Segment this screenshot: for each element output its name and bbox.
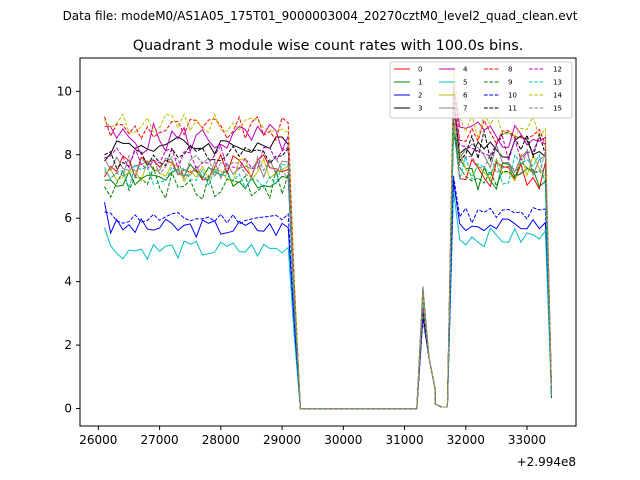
axes-frame: [79, 57, 577, 427]
legend-label-9: 9: [508, 79, 512, 87]
legend-label-7: 7: [463, 105, 467, 113]
x-tick-label: 27000: [141, 433, 179, 447]
legend-label-10: 10: [508, 92, 517, 100]
y-tick-label: 0: [64, 402, 72, 416]
x-tick-label: 26000: [79, 433, 117, 447]
legend-label-12: 12: [553, 66, 562, 74]
chart-suptitle: Data file: modeM0/AS1A05_175T01_90000030…: [63, 9, 578, 23]
series-line-15: [104, 110, 552, 410]
x-tick-label: 31000: [385, 433, 423, 447]
y-tick-label: 6: [64, 211, 72, 225]
legend-label-0: 0: [418, 66, 422, 74]
series-line-7: [104, 105, 552, 410]
series-line-13: [104, 128, 552, 410]
series-line-2: [104, 181, 552, 410]
x-tick-label: 29000: [263, 433, 301, 447]
x-tick-label: 28000: [202, 433, 240, 447]
y-tick-label: 4: [64, 275, 72, 289]
legend-label-4: 4: [463, 66, 468, 74]
plot-area: [104, 69, 552, 410]
legend-box: [389, 61, 573, 119]
series-line-10: [104, 175, 552, 410]
axis-ticks: 26000 27000 28000 29000 30000 31000 32000 33000…: [57, 84, 546, 447]
series-line-9: [104, 132, 552, 410]
x-tick-label: 30000: [324, 433, 362, 447]
y-tick-label: 8: [64, 148, 72, 162]
legend-label-3: 3: [418, 105, 422, 113]
series-line-3: [104, 107, 552, 410]
series-line-12: [104, 100, 552, 410]
legend-label-6: 6: [463, 92, 468, 100]
legend-label-8: 8: [508, 66, 512, 74]
chart-title: Quadrant 3 module wise count rates with …: [133, 38, 524, 54]
series-line-11: [104, 92, 552, 410]
legend-label-14: 14: [553, 92, 562, 100]
legend-label-13: 13: [553, 79, 562, 87]
x-offset-label: +2.994e8: [517, 455, 576, 469]
y-tick-label: 10: [57, 84, 72, 98]
legend-label-11: 11: [508, 105, 517, 113]
x-tick-label: 32000: [447, 433, 485, 447]
x-tick-label: 33000: [508, 433, 546, 447]
legend-label-2: 2: [418, 92, 422, 100]
legend-label-15: 15: [553, 105, 562, 113]
y-tick-label: 2: [64, 338, 72, 352]
legend-label-1: 1: [418, 79, 422, 87]
legend-label-5: 5: [463, 79, 467, 87]
